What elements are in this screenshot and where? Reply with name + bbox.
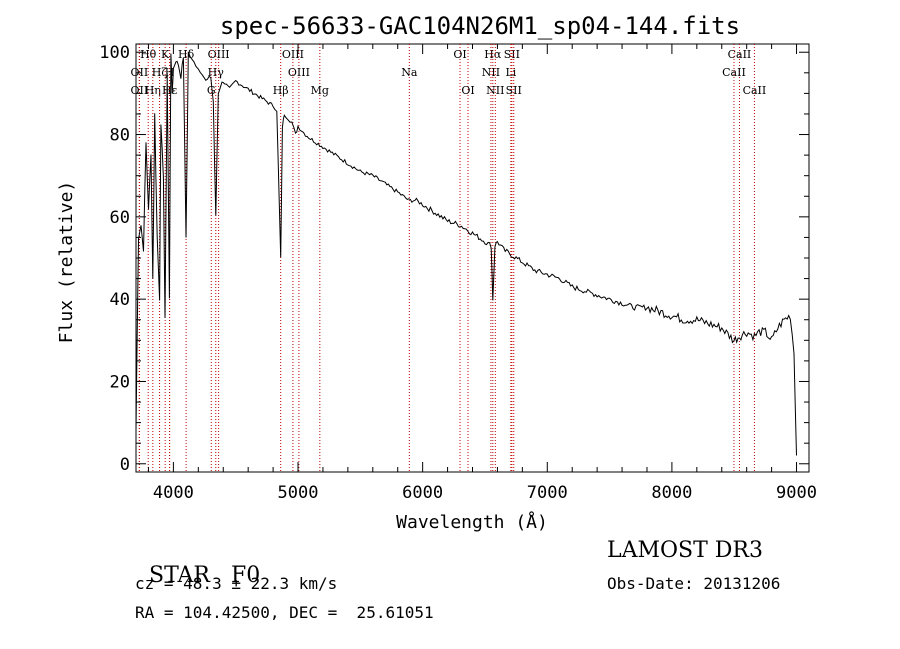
line-label-23: Li — [505, 66, 516, 79]
line-label-11: G — [207, 84, 216, 97]
y-tick-label: 60 — [110, 208, 130, 228]
line-label-21: NII — [486, 84, 504, 97]
y-tick-label: 80 — [110, 126, 130, 146]
line-label-17: OI — [453, 48, 466, 61]
spectrum-line — [135, 51, 797, 456]
line-label-26: CaII — [722, 66, 746, 79]
line-label-18: OI — [461, 84, 474, 97]
line-label-5: Hζ — [152, 66, 168, 79]
x-tick-label: 9000 — [776, 483, 817, 503]
survey-label: LAMOST DR3 — [607, 538, 763, 563]
x-tick-label: 5000 — [278, 483, 319, 503]
line-label-16: Na — [401, 66, 418, 79]
line-label-2: OII — [131, 84, 149, 97]
class-label: STAR — [149, 563, 210, 588]
y-tick-label: 20 — [110, 372, 130, 392]
subclass-label: F0 — [230, 563, 261, 588]
line-label-9: OIII — [208, 48, 230, 61]
plot-frame — [135, 43, 810, 473]
line-label-14: Hβ — [273, 84, 289, 97]
line-label-24: SII — [506, 84, 522, 97]
x-tick-label: 4000 — [153, 483, 194, 503]
line-label-8: H — [165, 66, 175, 79]
object-class: STAR F0 — [135, 538, 260, 588]
y-tick-label: 100 — [99, 43, 130, 63]
line-label-27: CaII — [743, 84, 767, 97]
spectral-line-markers: HθOIIOIIHηKHζHεHδHOIIIHγGOIIIOIIIHβMgNaO… — [131, 44, 767, 472]
y-tick-label: 0 — [120, 455, 130, 475]
line-label-22: SII — [504, 48, 520, 61]
axis-ticks: 4000 5000 6000 7000 8000 9000 0 20 40 60 80 100 — [99, 43, 817, 503]
y-axis-label: Flux (relative) — [56, 181, 77, 344]
line-label-25: CaII — [728, 48, 752, 61]
line-label-12: OIII — [282, 48, 304, 61]
line-label-3: Hη — [145, 84, 161, 97]
x-tick-label: 7000 — [527, 483, 568, 503]
line-label-10: Hγ — [208, 66, 225, 79]
coordinates: RA = 104.42500, DEC = 25.61051 — [135, 603, 434, 622]
y-tick-label: 40 — [110, 290, 130, 310]
chart-title: spec-56633-GAC104N26M1_sp04-144.fits — [220, 12, 740, 40]
x-axis-label: Wavelength (Å) — [396, 511, 548, 533]
line-label-20: NII — [482, 66, 500, 79]
line-label-19: Hα — [484, 48, 502, 61]
x-tick-label: 6000 — [402, 483, 443, 503]
line-label-4: K — [161, 48, 170, 61]
line-label-13: OIII — [288, 66, 310, 79]
observation-date: Obs-Date: 20131206 — [607, 574, 781, 593]
x-tick-label: 8000 — [651, 483, 692, 503]
line-label-15: Mg — [311, 84, 329, 97]
redshift-cz: cz = 48.3 ± 22.3 km/s — [135, 574, 338, 593]
line-label-6: Hε — [162, 84, 178, 97]
line-label-0: Hθ — [140, 48, 157, 61]
